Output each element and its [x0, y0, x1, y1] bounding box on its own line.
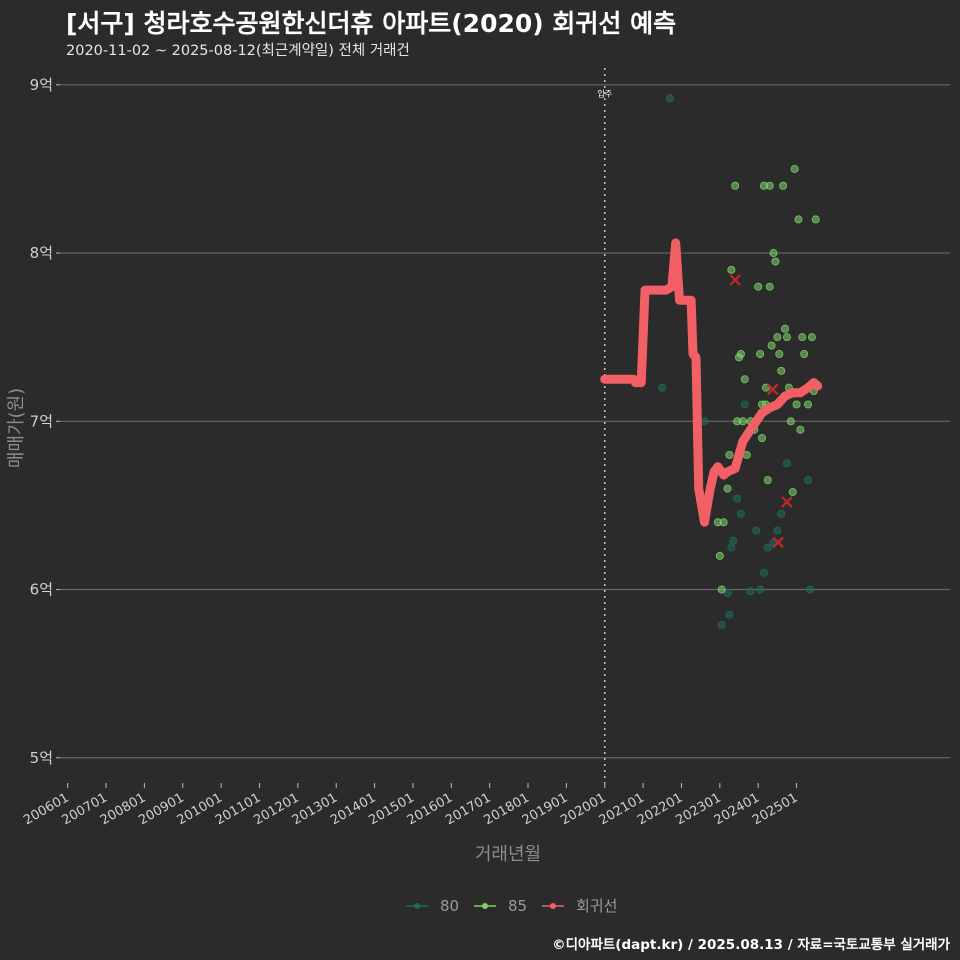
- point-80: [725, 610, 734, 619]
- point-85: [754, 282, 763, 291]
- point-80: [752, 526, 761, 535]
- point-85: [773, 333, 782, 342]
- legend-label: 80: [440, 897, 459, 915]
- point-85: [788, 487, 797, 496]
- point-80: [773, 526, 782, 535]
- point-85: [790, 164, 799, 173]
- point-80: [658, 383, 667, 392]
- point-85: [765, 282, 774, 291]
- point-80: [717, 620, 726, 629]
- grid-lines: [60, 84, 950, 759]
- point-85: [769, 249, 778, 258]
- point-80: [777, 509, 786, 518]
- point-85: [792, 400, 801, 409]
- point-85: [794, 215, 803, 224]
- x-axis-title: 거래년월: [475, 844, 541, 865]
- regression-line: [600, 238, 823, 527]
- point-80: [759, 568, 768, 577]
- legend-key-dot: [414, 903, 420, 909]
- y-tick-label: 9억: [30, 76, 53, 94]
- point-80: [700, 417, 709, 426]
- outlier-cross: [781, 496, 793, 508]
- legend-item-2: 회귀선: [542, 897, 617, 915]
- legend-item-1: 85: [474, 897, 527, 915]
- chart-subtitle: 2020-11-02 ~ 2025-08-12(최근계약일) 전체 거래건: [66, 43, 410, 59]
- point-85: [736, 349, 745, 358]
- x-axis-ticks: 2006012007012008012009012010012011012012…: [21, 783, 801, 828]
- y-axis-ticks: 5억 6억 7억 8억 9억: [30, 76, 60, 767]
- regression-line-layer: [600, 238, 823, 527]
- point-85: [786, 417, 795, 426]
- point-85: [807, 333, 816, 342]
- point-85: [715, 551, 724, 560]
- point-80: [782, 459, 791, 468]
- legend-key-dot: [482, 903, 488, 909]
- outlier-markers: [729, 274, 793, 549]
- point-85: [756, 349, 765, 358]
- legend-label: 회귀선: [576, 897, 617, 915]
- point-85: [798, 333, 807, 342]
- point-85: [767, 341, 776, 350]
- point-85: [740, 375, 749, 384]
- chart-title: [서구] 청라호수공원한신더휴 아파트(2020) 회귀선 예측: [66, 9, 677, 38]
- point-80: [746, 587, 755, 596]
- y-tick-label: 7억: [30, 412, 53, 430]
- outlier-cross-stroke: [729, 274, 741, 286]
- outlier-cross-stroke: [781, 496, 793, 508]
- point-85: [731, 181, 740, 190]
- move-in-annotation: 입주: [597, 68, 612, 783]
- point-80: [756, 585, 765, 594]
- y-axis-title: 매매가(원): [6, 388, 27, 468]
- legend-key-dot: [550, 903, 556, 909]
- y-tick-label: 8억: [30, 244, 53, 262]
- y-tick-label: 6억: [30, 581, 53, 599]
- point-85: [781, 324, 790, 333]
- outlier-cross: [729, 274, 741, 286]
- point-85: [717, 585, 726, 594]
- point-85: [796, 425, 805, 434]
- point-85: [811, 215, 820, 224]
- point-80: [804, 476, 813, 485]
- point-85: [761, 383, 770, 392]
- point-85: [719, 518, 728, 527]
- point-85: [800, 349, 809, 358]
- point-85: [782, 333, 791, 342]
- y-tick-label: 5억: [30, 749, 53, 767]
- outlier-cross: [772, 536, 784, 549]
- point-80: [763, 543, 772, 552]
- point-80: [740, 400, 749, 409]
- outlier-cross-stroke: [772, 536, 784, 549]
- legend-item-0: 80: [406, 897, 459, 915]
- point-85: [758, 434, 767, 443]
- point-80: [727, 543, 736, 552]
- point-85: [771, 257, 780, 266]
- point-85: [738, 417, 747, 426]
- point-85: [779, 181, 788, 190]
- point-80: [665, 94, 674, 103]
- outlier-cross: [766, 383, 779, 396]
- point-85: [765, 181, 774, 190]
- point-85: [725, 450, 734, 459]
- point-80: [736, 509, 745, 518]
- move-in-label: 입주: [597, 90, 612, 99]
- legend: 80 85 회귀선: [406, 897, 617, 915]
- point-80: [805, 585, 814, 594]
- data-points: [658, 94, 820, 629]
- point-85: [723, 484, 732, 493]
- legend-label: 85: [508, 897, 527, 915]
- point-85: [777, 366, 786, 375]
- source-caption: ©디아파트(dapt.kr) / 2025.08.13 / 자료=국토교통부 실…: [552, 937, 950, 953]
- point-85: [804, 400, 813, 409]
- point-80: [733, 494, 742, 503]
- point-85: [775, 349, 784, 358]
- outlier-cross-stroke: [766, 383, 779, 396]
- point-85: [727, 265, 736, 274]
- point-80: [729, 536, 738, 545]
- point-85: [763, 476, 772, 485]
